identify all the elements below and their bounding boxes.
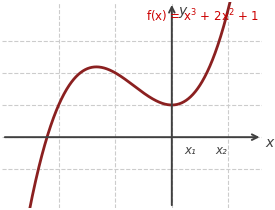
Text: y: y — [178, 4, 187, 18]
Text: x: x — [265, 136, 273, 150]
Text: x₁: x₁ — [185, 144, 196, 157]
Text: f(x) = x$^3$ + 2x$^2$ + 1: f(x) = x$^3$ + 2x$^2$ + 1 — [146, 7, 260, 25]
Text: x₂: x₂ — [216, 144, 227, 157]
